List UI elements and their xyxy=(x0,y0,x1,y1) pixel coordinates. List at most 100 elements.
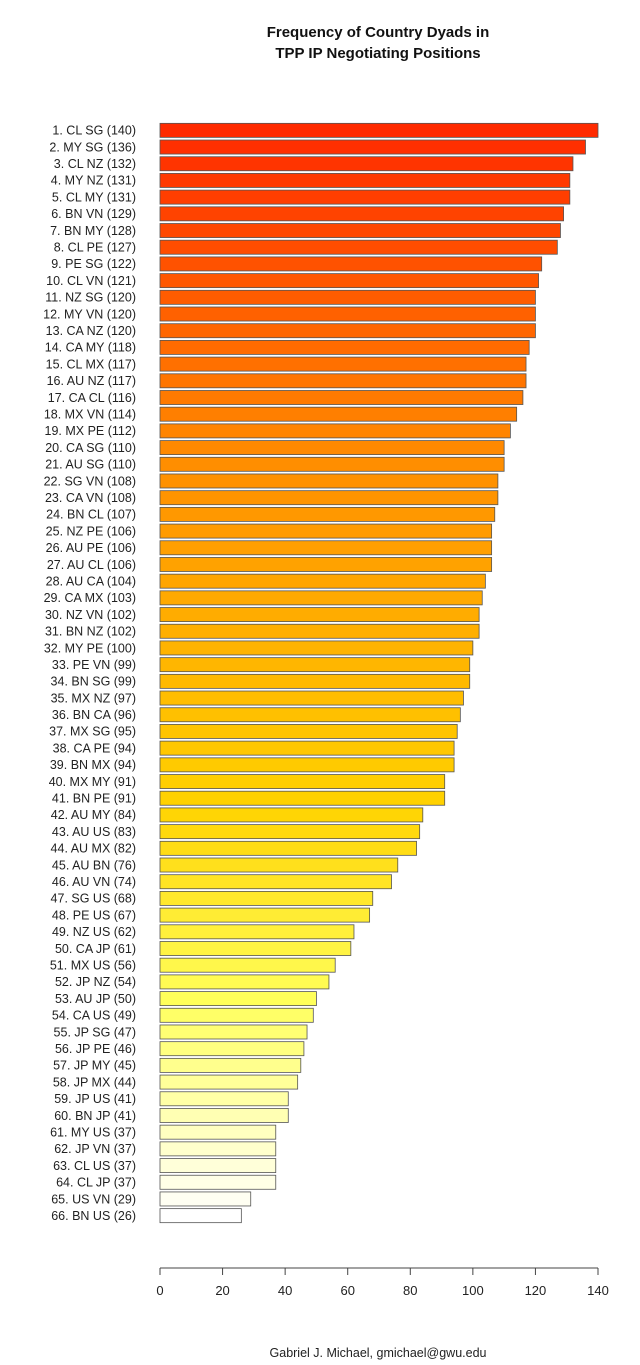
bar-25 xyxy=(159,523,493,539)
x-axis: 0 20 40 60 80 100 120 140 xyxy=(156,1267,609,1298)
bar-26 xyxy=(159,540,493,556)
category-label-3: 3. CL NZ (132) xyxy=(54,157,136,171)
bar-60 xyxy=(159,1108,289,1123)
category-label-26: 26. AU PE (106) xyxy=(46,541,136,555)
bar-52 xyxy=(159,974,330,990)
category-label-24: 24. BN CL (107) xyxy=(46,508,136,522)
bar-21 xyxy=(159,456,505,472)
category-label-10: 10. CL VN (121) xyxy=(46,274,136,288)
category-label-13: 13. CA NZ (120) xyxy=(46,324,136,338)
bar-group xyxy=(159,122,599,1224)
x-tick-label-60: 60 xyxy=(340,1283,354,1298)
bar-66 xyxy=(159,1208,242,1224)
category-label-48: 48. PE US (67) xyxy=(52,908,136,922)
bar-6 xyxy=(159,206,564,222)
category-label-16: 16. AU NZ (117) xyxy=(47,374,136,388)
bar-34 xyxy=(159,673,471,689)
category-label-38: 38. CA PE (94) xyxy=(53,741,136,755)
bar-50 xyxy=(159,941,352,956)
category-label-63: 63. CL US (37) xyxy=(53,1159,136,1173)
category-label-56: 56. JP PE (46) xyxy=(55,1042,136,1056)
category-label-52: 52. JP NZ (54) xyxy=(55,975,136,989)
category-label-49: 49. NZ US (62) xyxy=(52,925,136,939)
bar-36 xyxy=(159,707,461,723)
bar-10 xyxy=(159,273,539,289)
chart-subtitle: TPP IP Negotiating Positions xyxy=(275,45,480,62)
bar-53 xyxy=(159,991,317,1007)
bar-43 xyxy=(159,824,421,840)
bar-20 xyxy=(159,440,505,456)
bar-27 xyxy=(159,557,493,572)
category-label-47: 47. SG US (68) xyxy=(51,892,136,906)
category-label-12: 12. MY VN (120) xyxy=(43,307,136,321)
category-label-59: 59. JP US (41) xyxy=(54,1092,136,1106)
category-label-44: 44. AU MX (82) xyxy=(51,842,136,856)
category-label-15: 15. CL MX (117) xyxy=(46,357,136,371)
bar-38 xyxy=(159,740,455,756)
bar-55 xyxy=(159,1024,308,1040)
bar-12 xyxy=(159,306,536,322)
bar-59 xyxy=(159,1091,289,1107)
category-label-39: 39. BN MX (94) xyxy=(50,758,136,772)
category-label-group: 1. CL SG (140) 2. MY SG (136) 3. CL NZ (13… xyxy=(43,124,136,1223)
bar-63 xyxy=(159,1158,277,1173)
bar-1 xyxy=(159,122,599,138)
credit-annotation: Gabriel J. Michael, gmichael@gwu.edu xyxy=(270,1346,487,1360)
bar-35 xyxy=(159,690,464,706)
bar-16 xyxy=(159,373,527,389)
category-label-7: 7. BN MY (128) xyxy=(50,224,136,238)
bar-9 xyxy=(159,256,543,272)
bar-47 xyxy=(159,891,374,906)
category-label-25: 25. NZ PE (106) xyxy=(46,524,136,538)
category-label-22: 22. SG VN (108) xyxy=(44,474,136,488)
bar-29 xyxy=(159,590,483,606)
category-label-65: 65. US VN (29) xyxy=(51,1192,136,1206)
category-label-50: 50. CA JP (61) xyxy=(55,942,136,956)
bar-46 xyxy=(159,874,392,890)
category-label-21: 21. AU SG (110) xyxy=(45,458,136,472)
bar-22 xyxy=(159,473,499,489)
bar-41 xyxy=(159,790,446,806)
category-label-66: 66. BN US (26) xyxy=(51,1209,136,1223)
x-tick-label-40: 40 xyxy=(278,1283,292,1298)
bar-19 xyxy=(159,423,511,439)
category-label-27: 27. AU CL (106) xyxy=(47,558,136,572)
category-label-5: 5. CL MY (131) xyxy=(52,190,136,204)
bar-56 xyxy=(159,1041,305,1057)
bar-3 xyxy=(159,156,574,172)
category-label-4: 4. MY NZ (131) xyxy=(51,174,136,188)
bar-51 xyxy=(159,957,336,973)
category-label-64: 64. CL JP (37) xyxy=(56,1176,136,1190)
category-label-1: 1. CL SG (140) xyxy=(52,124,136,138)
category-label-29: 29. CA MX (103) xyxy=(44,591,136,605)
bar-39 xyxy=(159,757,455,773)
category-label-55: 55. JP SG (47) xyxy=(54,1025,136,1039)
bar-23 xyxy=(159,490,499,506)
x-tick-label-140: 140 xyxy=(587,1283,609,1298)
bar-40 xyxy=(159,774,446,789)
category-label-40: 40. MX MY (91) xyxy=(49,775,136,789)
category-label-11: 11. NZ SG (120) xyxy=(45,291,136,305)
bar-13 xyxy=(159,323,536,339)
category-label-34: 34. BN SG (99) xyxy=(51,675,136,689)
bar-42 xyxy=(159,807,424,823)
category-label-28: 28. AU CA (104) xyxy=(46,574,136,588)
bar-2 xyxy=(159,139,586,155)
category-label-46: 46. AU VN (74) xyxy=(52,875,136,889)
category-label-19: 19. MX PE (112) xyxy=(45,424,136,438)
bar-31 xyxy=(159,623,480,639)
x-tick-label-120: 120 xyxy=(525,1283,547,1298)
x-tick-label-80: 80 xyxy=(403,1283,417,1298)
category-label-51: 51. MX US (56) xyxy=(50,959,136,973)
category-label-31: 31. BN NZ (102) xyxy=(45,625,136,639)
category-label-9: 9. PE SG (122) xyxy=(51,257,136,271)
bar-24 xyxy=(159,506,496,522)
bar-64 xyxy=(159,1174,277,1190)
category-label-60: 60. BN JP (41) xyxy=(54,1109,136,1123)
bar-5 xyxy=(159,189,571,205)
category-label-61: 61. MY US (37) xyxy=(50,1125,136,1139)
category-label-54: 54. CA US (49) xyxy=(52,1009,136,1023)
bar-57 xyxy=(159,1057,302,1073)
bar-14 xyxy=(159,339,530,355)
